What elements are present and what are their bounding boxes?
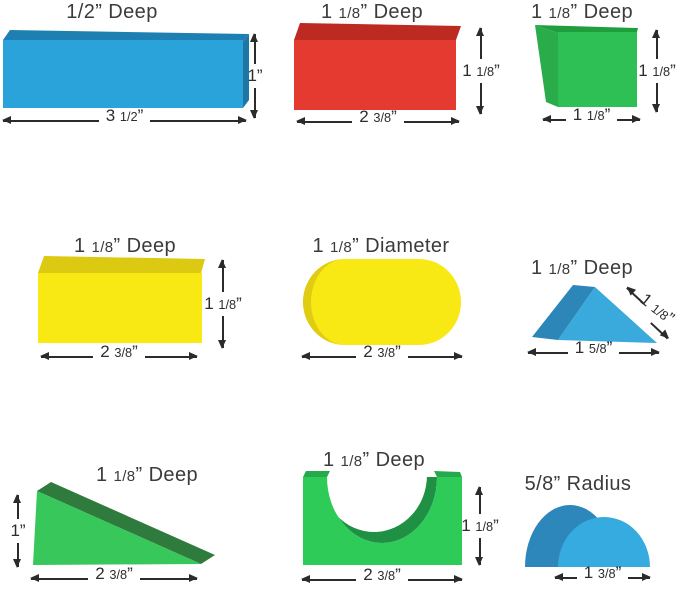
dim-blue-half-cylinder-width: 1 3/8” [554,563,651,589]
blue-plank-graphic [3,30,249,108]
green-arch-graphic [303,471,462,565]
dim-blue-plank-width: 3 1/2” [2,106,247,134]
dim-green-cube-width: 1 1/8” [542,105,641,133]
dim-green-cube-height: 1 1/8” [634,29,679,113]
dim-red-block-height: 1 1/8” [458,27,504,115]
label-yellow-block-depth: 1 1/8” Deep [74,235,176,257]
label-red-block-depth: 1 1/8” Deep [321,1,423,23]
dim-yellow-block-height: 1 1/8” [200,259,246,349]
red-block-graphic [294,23,461,110]
dim-green-ramp-width: 2 3/8” [29,564,199,589]
dim-red-block-width: 2 3/8” [295,107,461,135]
dim-yellow-cylinder-width: 2 3/8” [300,342,464,370]
label-yellow-cylinder-diameter: 1 1/8” Diameter [312,235,450,257]
dim-yellow-block-width: 2 3/8” [39,342,199,370]
yellow-block-graphic [38,256,205,343]
label-green-cube-depth: 1 1/8” Deep [531,1,633,23]
label-green-ramp-depth: 1 1/8” Deep [96,464,198,486]
yellow-cylinder-graphic [303,259,461,345]
label-blue-half-cylinder-radius: 5/8” Radius [524,473,632,495]
label-blue-plank-depth: 1/2” Deep [66,1,158,23]
blue-half-cylinder-graphic [525,505,650,567]
blue-triangle-graphic [532,285,657,343]
dim-green-arch-height: 1 1/8” [457,486,503,566]
dim-blue-triangle-width: 1 5/8” [527,338,660,366]
label-green-arch-depth: 1 1/8” Deep [323,449,425,471]
dim-blue-plank-height: 1” [232,33,278,119]
dim-green-ramp-height: 1” [0,494,41,568]
dim-green-arch-width: 2 3/8” [300,565,464,589]
green-cube-graphic [535,25,638,107]
label-blue-triangle-depth: 1 1/8” Deep [531,257,633,279]
green-ramp-graphic [33,482,215,565]
